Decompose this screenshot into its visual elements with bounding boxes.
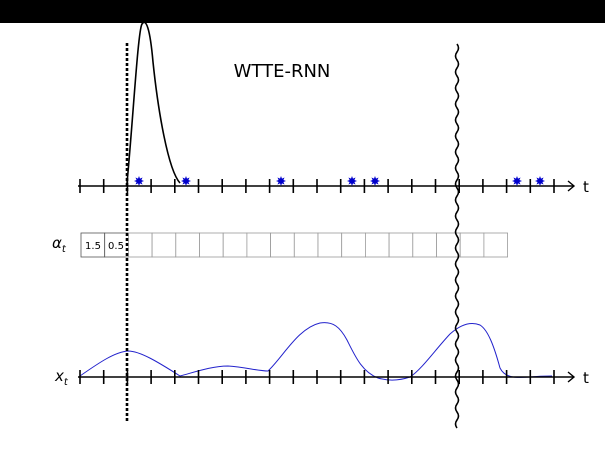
- alpha-cell: [459, 232, 485, 258]
- alpha-cell: [199, 232, 224, 258]
- alpha-cell: [388, 232, 414, 258]
- alpha-cell: [175, 232, 200, 258]
- x-subscript: t: [64, 377, 69, 388]
- event-time-axis: t: [78, 178, 589, 196]
- diagram-title: WTTE-RNN: [234, 61, 331, 82]
- alpha-label: αt: [52, 234, 67, 255]
- alpha-row: αt 1.5 0.5: [52, 232, 508, 258]
- feature-axis-label: t: [583, 369, 589, 387]
- event-markers: [134, 176, 545, 186]
- feature-time-axis: t xt: [54, 367, 589, 388]
- feature-axis-ticks: [79, 370, 555, 384]
- alpha-cell: [293, 232, 319, 258]
- feature-curve: [79, 322, 553, 381]
- alpha-cell: [483, 232, 508, 258]
- alpha-symbol: α: [52, 234, 62, 252]
- event-axis-label: t: [583, 178, 589, 196]
- alpha-cell: [364, 232, 390, 258]
- window-top-bar: [0, 0, 605, 23]
- alpha-cell: [412, 232, 437, 258]
- alpha-value-2: 0.5: [108, 241, 124, 252]
- weibull-density-curve: [126, 21, 181, 184]
- feature-axis-arrowhead: [567, 371, 576, 383]
- alpha-cell: [127, 232, 153, 258]
- x-label: xt: [54, 367, 69, 388]
- event-marker: [370, 176, 380, 186]
- alpha-subscript: t: [62, 244, 67, 255]
- alpha-cell: [317, 232, 343, 258]
- alpha-cell: [270, 232, 295, 258]
- alpha-value-1: 1.5: [85, 241, 101, 252]
- alpha-cell: [246, 232, 271, 258]
- x-symbol: x: [54, 367, 64, 385]
- alpha-cell: [222, 232, 248, 258]
- event-axis-ticks: [79, 179, 555, 193]
- event-marker: [512, 176, 522, 186]
- event-marker: [276, 176, 286, 186]
- event-marker: [181, 176, 191, 186]
- event-marker: [134, 176, 144, 186]
- alpha-cell: [151, 232, 177, 258]
- alpha-parameter-cells: [80, 232, 508, 258]
- alpha-cell: [341, 232, 366, 258]
- event-marker: [347, 176, 357, 186]
- censoring-break-line: [454, 43, 460, 429]
- event-marker: [535, 176, 545, 186]
- event-axis-arrowhead: [567, 180, 576, 192]
